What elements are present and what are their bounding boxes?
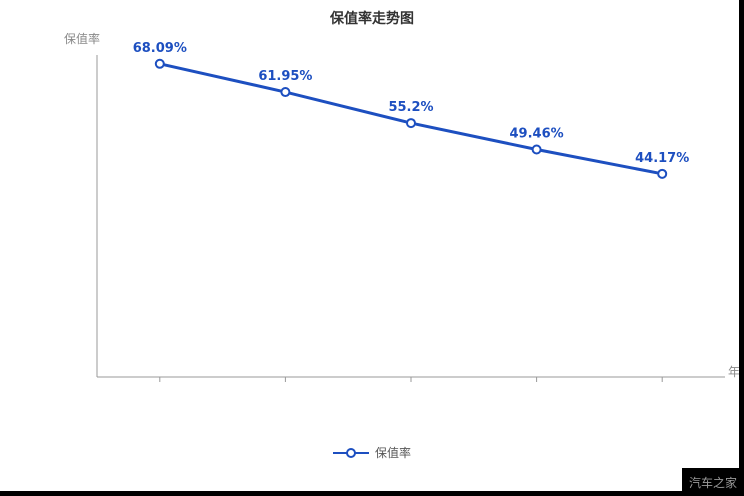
data-label: 68.09% xyxy=(133,41,187,56)
chart-legend[interactable]: 保值率 xyxy=(0,444,744,461)
right-edge-bar xyxy=(739,0,744,496)
data-point[interactable] xyxy=(406,118,416,129)
x-axis-label: 年 xyxy=(728,365,741,379)
data-point[interactable] xyxy=(657,168,668,179)
data-point[interactable] xyxy=(280,87,291,98)
data-label: 55.2% xyxy=(388,100,433,115)
data-label: 61.95% xyxy=(258,69,312,84)
data-point[interactable] xyxy=(154,58,165,69)
legend-line-marker-icon xyxy=(332,447,369,458)
data-label: 49.46% xyxy=(510,126,564,141)
page-title: 保值率走势图 xyxy=(330,11,414,27)
y-axis-label: 保值率 xyxy=(63,32,100,46)
legend-label: 保值率 xyxy=(374,446,411,460)
bottom-edge-bar xyxy=(0,491,744,496)
data-point[interactable] xyxy=(531,144,542,155)
data-label: 44.17% xyxy=(635,151,689,166)
watermark: 汽车之家 xyxy=(682,468,744,496)
